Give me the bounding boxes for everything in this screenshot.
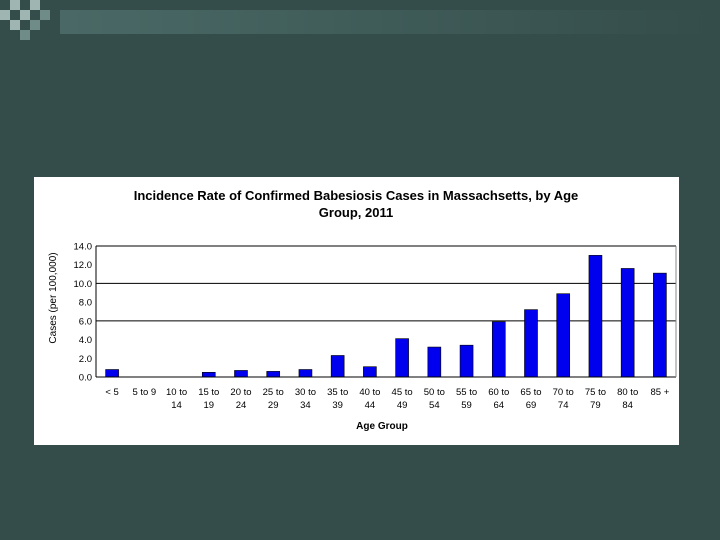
deco-square	[30, 0, 40, 10]
x-tick-label: 54	[429, 400, 440, 411]
x-tick-label: 85 +	[651, 387, 670, 398]
chart-title-line-2: Group, 2011	[319, 205, 393, 220]
x-tick-label: 5 to 9	[132, 387, 156, 398]
bar	[201, 372, 216, 378]
decorative-header-bar	[60, 10, 720, 34]
y-tick-label: 4.0	[79, 335, 92, 346]
x-tick-label: 49	[397, 400, 408, 411]
x-tick-label: 80 to	[617, 387, 638, 398]
chart-panel: Incidence Rate of Confirmed Babesiosis C…	[34, 177, 679, 445]
x-tick-label: 45 to	[392, 387, 413, 398]
x-tick-label: 19	[203, 400, 214, 411]
bars	[105, 255, 667, 378]
bar	[330, 355, 345, 378]
bar	[266, 371, 281, 378]
bar	[427, 346, 442, 378]
x-tick-label: 69	[526, 400, 537, 411]
x-tick-label: 70 to	[553, 387, 574, 398]
x-tick-label: 10 to	[166, 387, 187, 398]
x-tick-label: 50 to	[424, 387, 445, 398]
x-tick-label: 29	[268, 400, 279, 411]
bar-chart: Incidence Rate of Confirmed Babesiosis C…	[48, 188, 677, 432]
x-tick-label: 65 to	[520, 387, 541, 398]
deco-square	[10, 20, 20, 30]
bar	[395, 338, 409, 378]
x-tick-label: 20 to	[230, 387, 251, 398]
x-tick-label: 60 to	[488, 387, 509, 398]
bar	[234, 370, 248, 378]
decorative-squares	[0, 0, 60, 48]
bar	[105, 369, 119, 378]
x-tick-label: 15 to	[198, 387, 219, 398]
x-tick-label: 35 to	[327, 387, 348, 398]
bar	[459, 344, 474, 378]
y-tick-label: 8.0	[79, 298, 92, 309]
deco-square	[30, 20, 40, 30]
bar	[363, 366, 377, 378]
y-tick-label: 6.0	[79, 316, 92, 327]
x-tick-label: 40 to	[359, 387, 380, 398]
x-tick-label: 59	[461, 400, 472, 411]
x-tick-label: 14	[171, 400, 182, 411]
y-tick-label: 2.0	[79, 354, 92, 365]
x-tick-label: 25 to	[263, 387, 284, 398]
bar	[524, 309, 538, 378]
bar	[491, 321, 506, 378]
bar	[298, 369, 313, 378]
x-tick-label: 84	[622, 400, 633, 411]
x-tick-label: 75 to	[585, 387, 606, 398]
x-tick-label: 44	[365, 400, 376, 411]
deco-square	[20, 30, 30, 40]
y-tick-label: 0.0	[79, 373, 92, 384]
deco-square	[10, 0, 20, 10]
y-tick-label: 12.0	[74, 260, 93, 271]
x-axis-label: Age Group	[356, 421, 408, 432]
axes	[95, 246, 677, 378]
x-tick-label: 64	[493, 400, 504, 411]
deco-square	[0, 10, 10, 20]
x-tick-labels: < 5 5 to 9 10 to 14 15 to 19 20 to 24 25 to 29 30 …	[105, 387, 669, 411]
chart-title-line-1: Incidence Rate of Confirmed Babesiosis C…	[134, 188, 579, 203]
bar	[653, 272, 667, 378]
deco-square	[20, 10, 30, 20]
x-tick-label: 24	[236, 400, 247, 411]
gridlines	[96, 245, 676, 322]
x-tick-label: 34	[300, 400, 311, 411]
y-axis-label: Cases (per 100,000)	[48, 252, 59, 343]
y-tick-label: 14.0	[74, 242, 93, 253]
x-tick-label: 79	[590, 400, 601, 411]
x-tick-label: 55 to	[456, 387, 477, 398]
x-tick-label: < 5	[105, 387, 118, 398]
bar	[556, 293, 571, 378]
x-tick-label: 39	[332, 400, 343, 411]
deco-square	[40, 10, 50, 20]
x-tick-label: 74	[558, 400, 569, 411]
y-tick-label: 10.0	[74, 279, 93, 290]
bar	[588, 255, 603, 378]
y-tick-labels: 0.0 2.0 4.0 6.0 8.0 10.0 12.0 14.0	[74, 242, 93, 384]
x-tick-label: 30 to	[295, 387, 316, 398]
bar	[620, 268, 635, 378]
